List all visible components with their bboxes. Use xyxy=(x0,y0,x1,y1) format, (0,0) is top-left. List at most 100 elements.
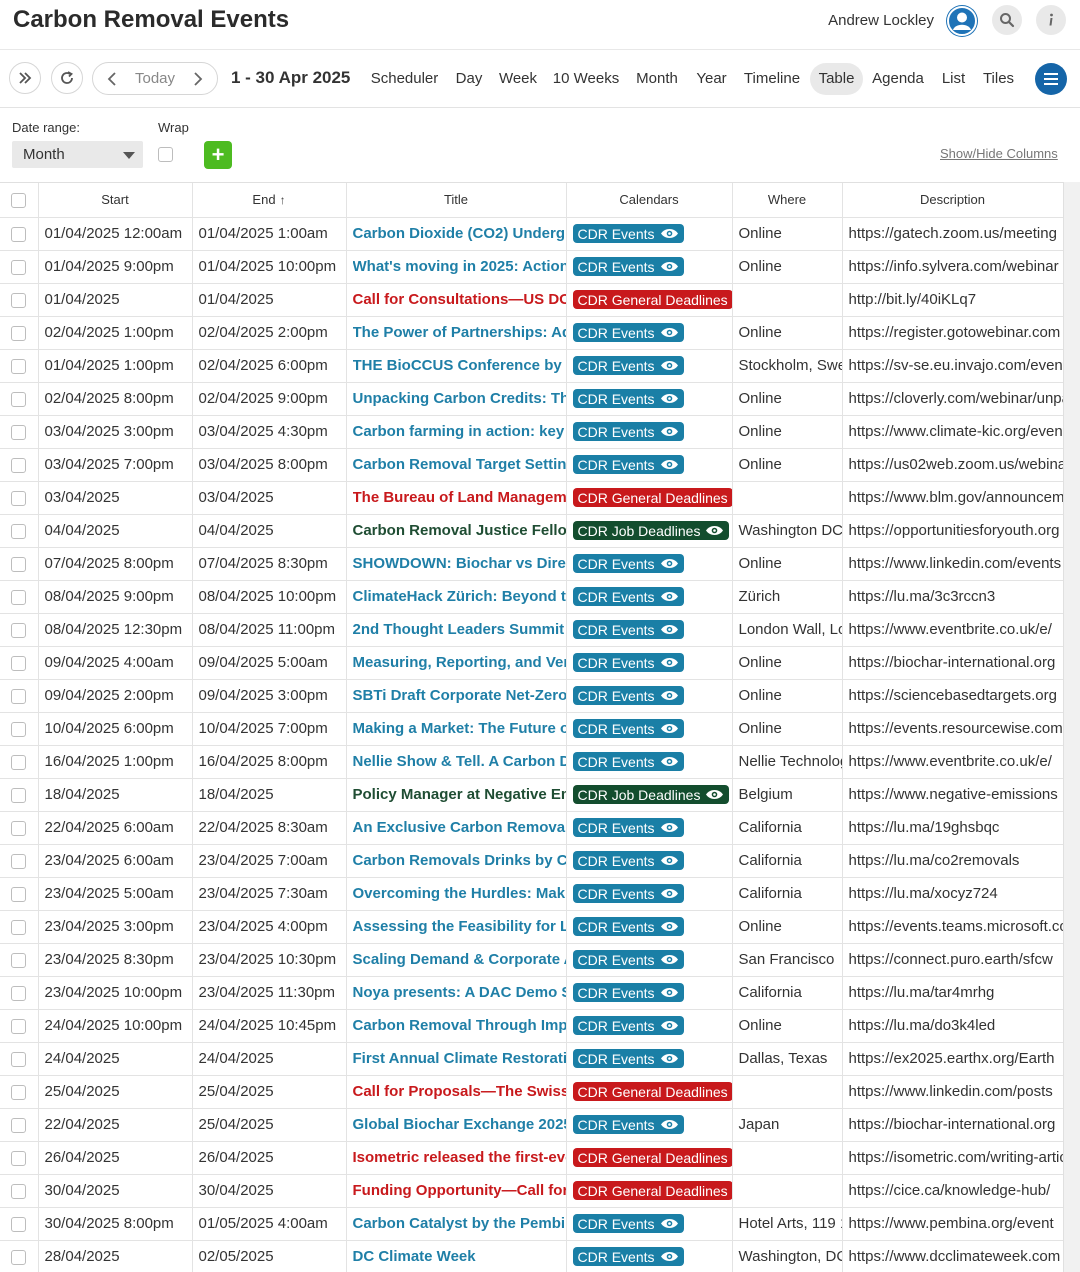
table-row[interactable]: 23/04/2025 3:00pm 23/04/2025 4:00pm Assess… xyxy=(0,910,1063,944)
title-cell[interactable]: Global Biochar Exchange 2025 xyxy=(346,1108,567,1142)
expand-sidebar-button[interactable] xyxy=(9,62,41,94)
calendar-badge[interactable]: CDR Events xyxy=(572,983,684,1002)
event-title-link[interactable]: Measuring, Reporting, and Verification xyxy=(352,654,566,671)
select-all-checkbox[interactable] xyxy=(11,192,27,208)
event-title-link[interactable]: Carbon farming in action: key insights xyxy=(352,423,566,440)
row-checkbox[interactable] xyxy=(11,259,27,275)
calendar-badge[interactable]: CDR Events xyxy=(572,818,684,837)
row-checkbox[interactable] xyxy=(11,886,27,902)
title-cell[interactable]: Measuring, Reporting, and Verification xyxy=(346,646,567,680)
event-title-link[interactable]: Assessing the Feasibility for Large-Scal… xyxy=(352,918,566,935)
user-name[interactable]: Andrew Lockley xyxy=(828,12,934,29)
row-checkbox[interactable] xyxy=(11,1018,27,1034)
row-checkbox[interactable] xyxy=(11,688,27,704)
event-title-link[interactable]: First Annual Climate Restoration Forum xyxy=(352,1050,566,1067)
title-cell[interactable]: Carbon Removal Target Setting xyxy=(346,448,567,482)
event-title-link[interactable]: Unpacking Carbon Credits: The Basics xyxy=(352,390,566,407)
row-checkbox[interactable] xyxy=(11,1084,27,1100)
table-row[interactable]: 23/04/2025 10:00pm 23/04/2025 11:30pm Noya… xyxy=(0,976,1063,1010)
eye-icon[interactable] xyxy=(660,556,679,572)
title-cell[interactable]: The Power of Partnerships: Advancing xyxy=(346,316,567,350)
event-title-link[interactable]: Funding Opportunity—Call for Concepts xyxy=(352,1182,566,1199)
calendar-badge[interactable]: CDR Events xyxy=(572,1247,684,1266)
row-checkbox[interactable] xyxy=(11,1150,27,1166)
calendar-badge[interactable]: CDR Events xyxy=(572,686,684,705)
calendar-badge[interactable]: CDR Events xyxy=(572,1115,684,1134)
table-row[interactable]: 10/04/2025 6:00pm 10/04/2025 7:00pm Making… xyxy=(0,712,1063,746)
calendar-badge[interactable]: CDR Events xyxy=(572,917,684,936)
event-title-link[interactable]: What's moving in 2025: Actionable insigh… xyxy=(352,258,566,275)
event-title-link[interactable]: Noya presents: A DAC Demo Site Tour xyxy=(352,984,566,1001)
event-title-link[interactable]: The Power of Partnerships: Advancing xyxy=(352,324,566,341)
eye-icon[interactable] xyxy=(660,1051,679,1067)
tab-tiles[interactable]: Tiles xyxy=(982,70,1015,87)
eye-icon[interactable] xyxy=(660,457,679,473)
table-row[interactable]: 28/04/2025 02/05/2025 DC Climate Week CDR E… xyxy=(0,1240,1063,1272)
eye-icon[interactable] xyxy=(660,325,679,341)
calendar-badge[interactable]: CDR Events xyxy=(572,1049,684,1068)
event-title-link[interactable]: ClimateHack Zürich: Beyond the Hype xyxy=(352,588,566,605)
calendar-badge[interactable]: CDR Events xyxy=(572,455,684,474)
tab-list[interactable]: List xyxy=(941,70,966,87)
table-row[interactable]: 23/04/2025 5:00am 23/04/2025 7:30am Overco… xyxy=(0,877,1063,911)
refresh-button[interactable] xyxy=(51,62,83,94)
tab-scheduler[interactable]: Scheduler xyxy=(370,70,439,87)
row-checkbox[interactable] xyxy=(11,1249,27,1265)
eye-icon[interactable] xyxy=(705,787,724,803)
search-icon[interactable] xyxy=(992,5,1022,35)
title-cell[interactable]: Carbon farming in action: key insights xyxy=(346,415,567,449)
event-title-link[interactable]: Carbon Removal Target Setting xyxy=(352,456,566,473)
table-row[interactable]: 22/04/2025 6:00am 22/04/2025 8:30am An Exc… xyxy=(0,811,1063,845)
eye-icon[interactable] xyxy=(660,259,679,275)
event-title-link[interactable]: Call for Proposals—The Swiss Federal xyxy=(352,1083,566,1100)
event-title-link[interactable]: Overcoming the Hurdles: Making CDR xyxy=(352,885,566,902)
table-row[interactable]: 03/04/2025 03/04/2025 The Bureau of Land M… xyxy=(0,481,1063,515)
row-checkbox[interactable] xyxy=(11,820,27,836)
row-checkbox[interactable] xyxy=(11,226,27,242)
calendar-badge[interactable]: CDR Events xyxy=(572,884,684,903)
calendar-badge[interactable]: CDR General Deadlines xyxy=(572,290,731,309)
table-row[interactable]: 02/04/2025 8:00pm 02/04/2025 9:00pm Unpack… xyxy=(0,382,1063,416)
title-cell[interactable]: Unpacking Carbon Credits: The Basics xyxy=(346,382,567,416)
event-title-link[interactable]: Nellie Show & Tell. A Carbon Dioxide Rem… xyxy=(352,753,566,770)
table-row[interactable]: 30/04/2025 8:00pm 01/05/2025 4:00am Carbon… xyxy=(0,1207,1063,1241)
table-row[interactable]: 01/04/2025 9:00pm 01/04/2025 10:00pm What'… xyxy=(0,250,1063,284)
calendar-badge[interactable]: CDR General Deadlines xyxy=(572,1181,731,1200)
title-cell[interactable]: Overcoming the Hurdles: Making CDR xyxy=(346,877,567,911)
column-header-description[interactable]: Description xyxy=(842,183,1063,218)
table-row[interactable]: 24/04/2025 10:00pm 24/04/2025 10:45pm Carb… xyxy=(0,1009,1063,1043)
vertical-scrollbar[interactable] xyxy=(1063,182,1080,1272)
row-checkbox[interactable] xyxy=(11,1216,27,1232)
event-title-link[interactable]: Carbon Catalyst by the Pembina Institute xyxy=(352,1215,566,1232)
event-title-link[interactable]: Call for Consultations—US DOE xyxy=(352,291,566,308)
eye-icon[interactable] xyxy=(660,655,679,671)
tab-month[interactable]: Month xyxy=(636,70,678,87)
eye-icon[interactable] xyxy=(660,688,679,704)
title-cell[interactable]: Policy Manager at Negative Emissions xyxy=(346,778,567,812)
title-cell[interactable]: Carbon Catalyst by the Pembina Institute xyxy=(346,1207,567,1241)
title-cell[interactable]: An Exclusive Carbon Removal Breakfast xyxy=(346,811,567,845)
tab-10-weeks[interactable]: 10 Weeks xyxy=(552,70,620,87)
tab-table[interactable]: Table xyxy=(810,63,863,95)
event-title-link[interactable]: Carbon Removals Drinks by Climate xyxy=(352,852,566,869)
eye-icon[interactable] xyxy=(660,853,679,869)
table-row[interactable]: 16/04/2025 1:00pm 16/04/2025 8:00pm Nellie… xyxy=(0,745,1063,779)
title-cell[interactable]: ClimateHack Zürich: Beyond the Hype xyxy=(346,580,567,614)
event-title-link[interactable]: DC Climate Week xyxy=(352,1248,476,1265)
row-checkbox[interactable] xyxy=(11,457,27,473)
calendar-badge[interactable]: CDR Events xyxy=(572,587,684,606)
column-header-start[interactable]: Start xyxy=(38,183,193,218)
title-cell[interactable]: Funding Opportunity—Call for Concepts xyxy=(346,1174,567,1208)
title-cell[interactable]: What's moving in 2025: Actionable insigh… xyxy=(346,250,567,284)
table-row[interactable]: 02/04/2025 1:00pm 02/04/2025 2:00pm The Po… xyxy=(0,316,1063,350)
row-checkbox[interactable] xyxy=(11,424,27,440)
table-row[interactable]: 08/04/2025 12:30pm 08/04/2025 11:00pm 2nd … xyxy=(0,613,1063,647)
calendar-badge[interactable]: CDR Events xyxy=(572,1214,684,1233)
column-header-end[interactable]: End ↑ xyxy=(192,183,347,218)
tab-timeline[interactable]: Timeline xyxy=(743,70,801,87)
calendar-badge[interactable]: CDR Job Deadlines xyxy=(572,785,730,804)
row-checkbox[interactable] xyxy=(11,919,27,935)
calendar-badge[interactable]: CDR Events xyxy=(572,257,684,276)
title-cell[interactable]: DC Climate Week xyxy=(346,1240,567,1272)
event-title-link[interactable]: 2nd Thought Leaders Summit xyxy=(352,621,565,638)
